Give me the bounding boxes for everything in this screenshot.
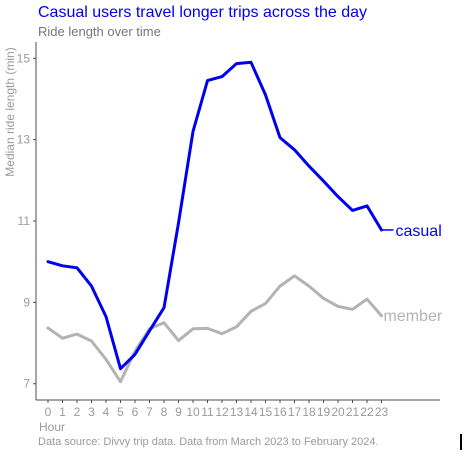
x-tick-label: 16 <box>273 405 287 419</box>
series-lines <box>46 60 383 384</box>
x-tick-label: 11 <box>201 405 214 419</box>
x-tick-label: 20 <box>331 405 345 419</box>
edge-mark <box>460 434 462 450</box>
chart-caption: Data source: Divvy trip data. Data from … <box>38 436 379 448</box>
x-tick-label: 10 <box>186 405 200 419</box>
x-tick-label: 19 <box>317 405 331 419</box>
x-tick-label: 18 <box>302 405 316 419</box>
series-labels: casual member <box>381 223 443 325</box>
x-tick-label: 23 <box>375 405 389 419</box>
y-tick-label: 13 <box>17 133 31 147</box>
series-label-member: member <box>384 308 443 325</box>
x-tick-label: 13 <box>230 405 244 419</box>
series-line-member <box>46 274 383 384</box>
x-tick-label: 1 <box>59 405 66 419</box>
x-tick-label: 5 <box>117 405 124 419</box>
x-tick-label: 7 <box>146 405 153 419</box>
x-tick-label: 6 <box>132 405 139 419</box>
x-tick-label: 15 <box>259 405 273 419</box>
chart-subtitle: Ride length over time <box>38 24 161 39</box>
series-label-casual: casual <box>396 223 442 240</box>
y-tick-label: 9 <box>23 295 30 309</box>
y-axis-title: Median ride length (min) <box>3 47 17 176</box>
y-tick-label: 15 <box>17 51 31 65</box>
x-tick-label: 4 <box>103 405 110 419</box>
chart-title: Casual users travel longer trips across … <box>38 4 368 21</box>
x-tick-label: 9 <box>175 405 182 419</box>
x-tick-label: 2 <box>74 405 81 419</box>
x-tick-label: 3 <box>88 405 95 419</box>
x-axis-title: Hour <box>39 420 65 434</box>
x-tick-label: 8 <box>161 405 168 419</box>
x-tick-label: 14 <box>244 405 258 419</box>
series-line-casual <box>46 60 383 371</box>
x-tick-label: 21 <box>346 405 360 419</box>
y-tick-label: 11 <box>18 214 31 228</box>
x-tick-label: 12 <box>215 405 229 419</box>
y-tick-label: 7 <box>23 377 30 391</box>
x-tick-label: 22 <box>360 405 374 419</box>
x-tick-label: 0 <box>45 405 52 419</box>
x-tick-label: 17 <box>288 405 302 419</box>
